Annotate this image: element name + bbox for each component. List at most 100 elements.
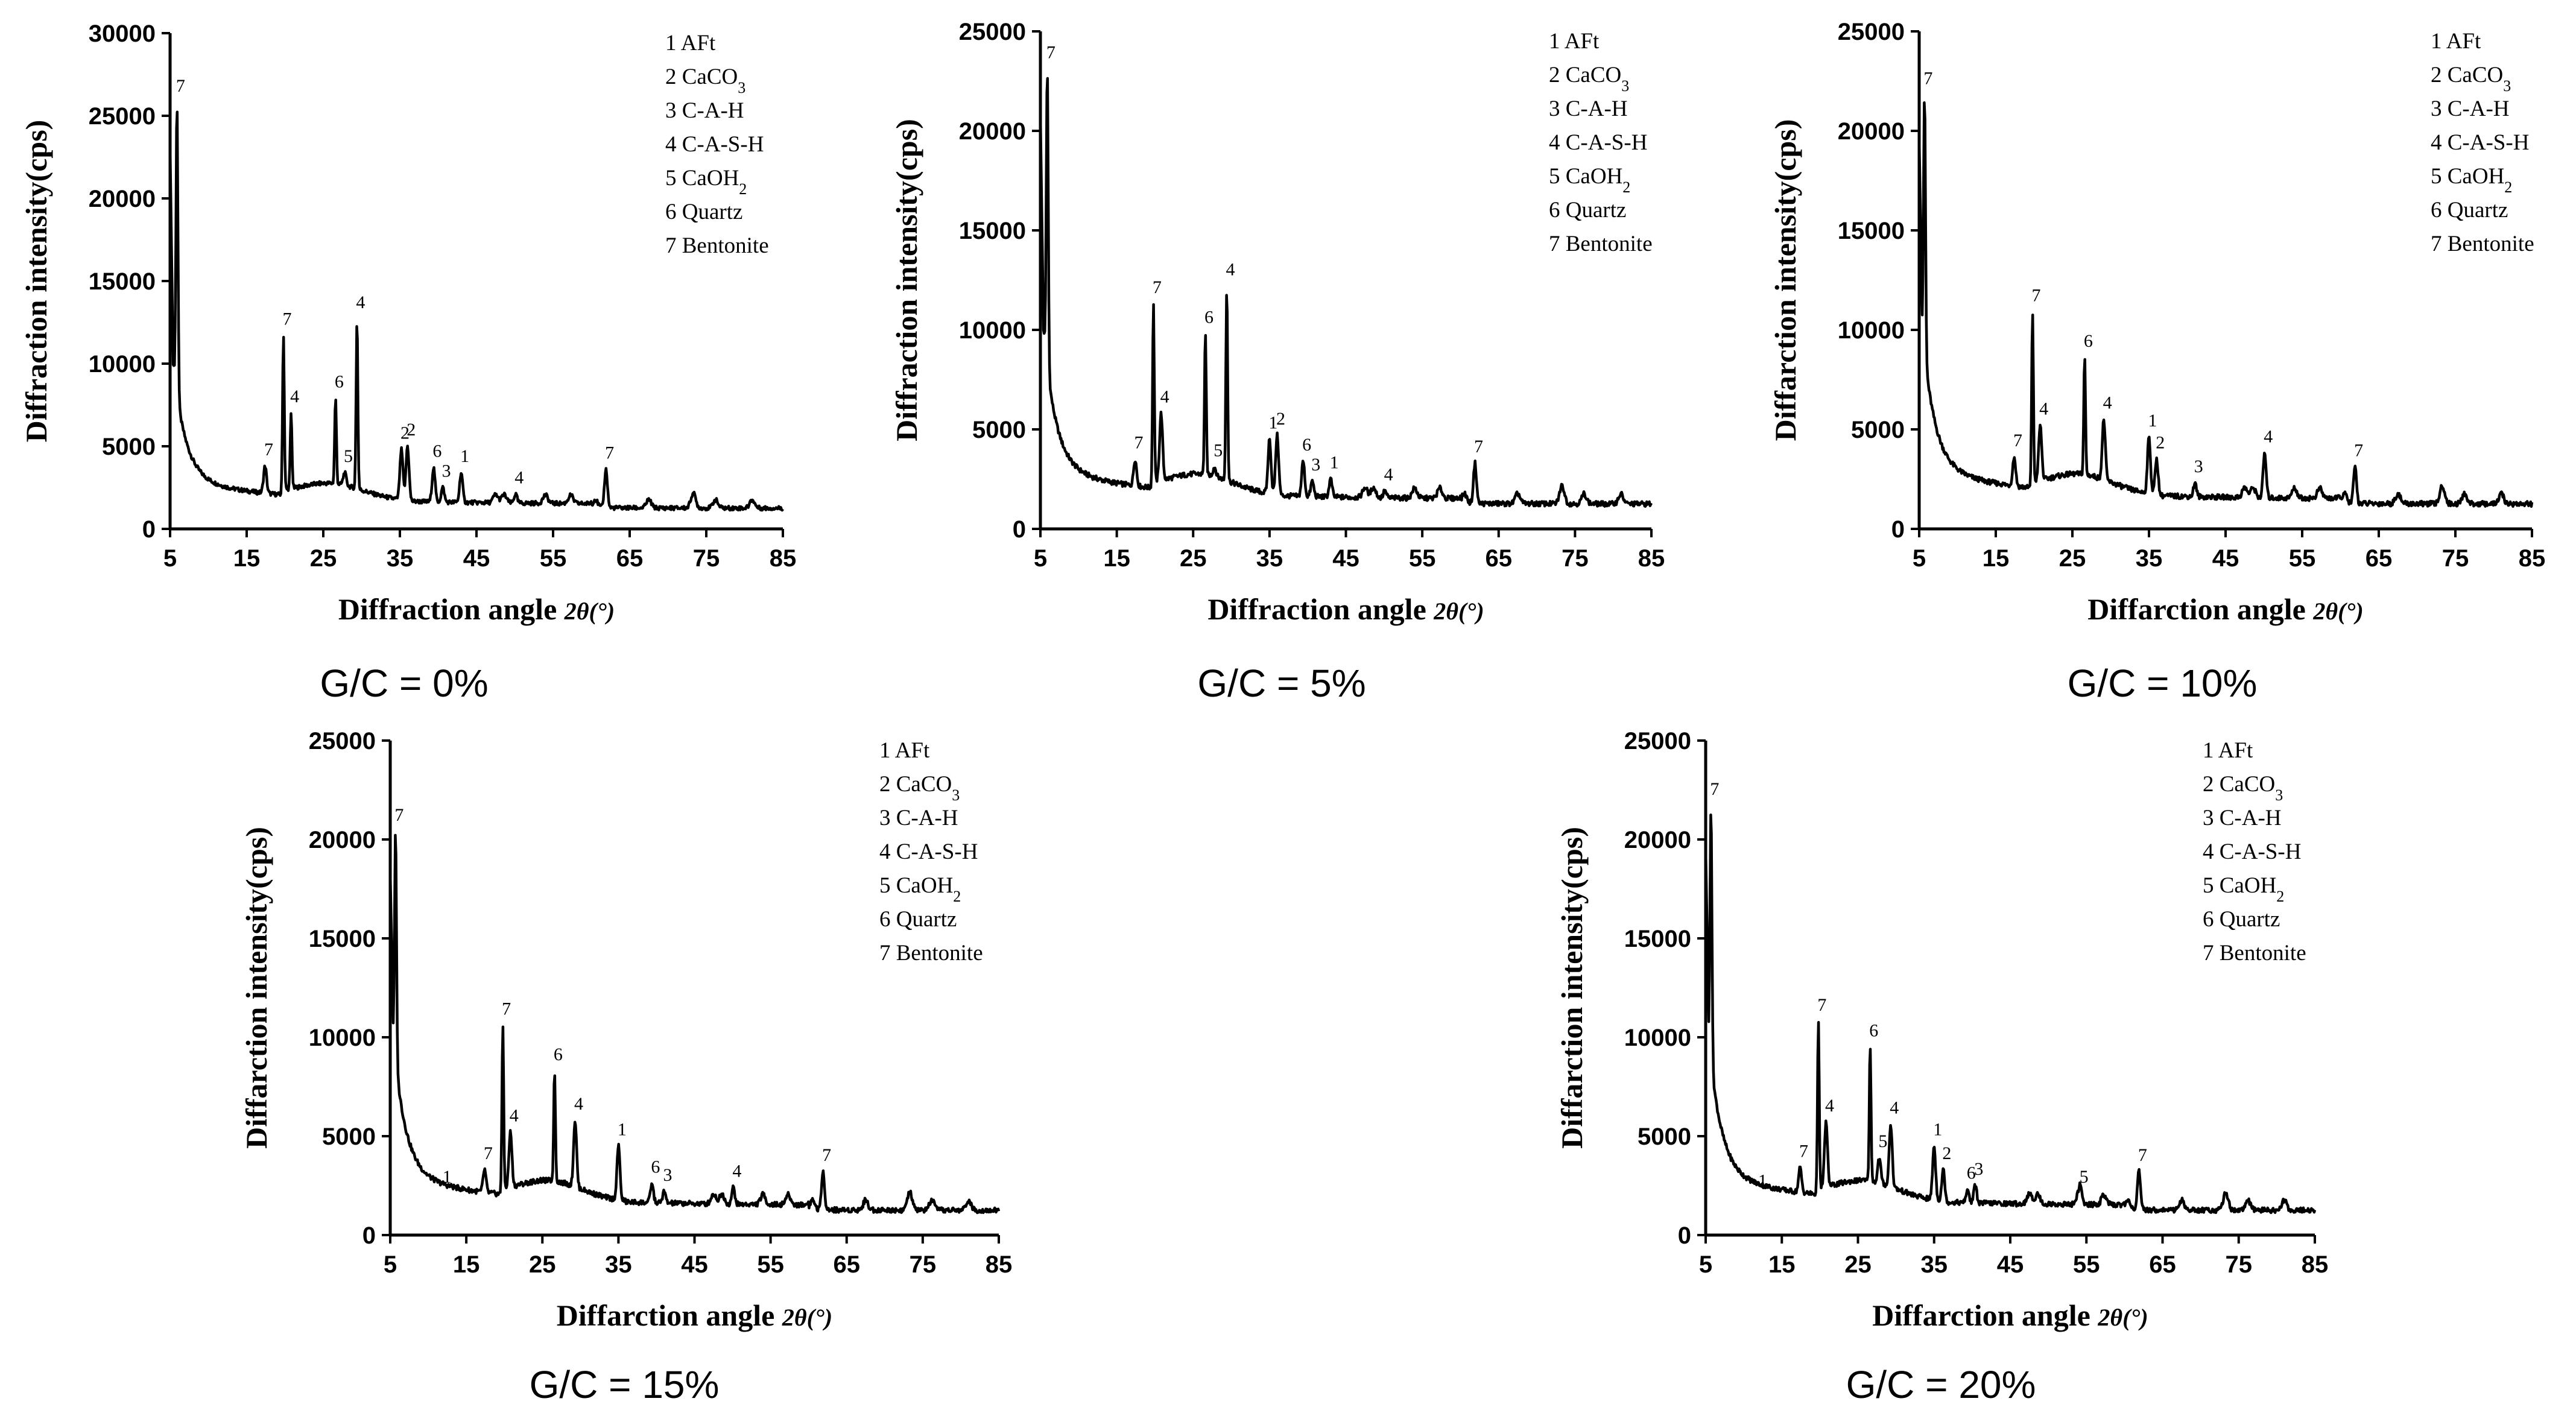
peak-label: 7 (1046, 43, 1055, 63)
y-tick-label: 20000 (309, 827, 376, 853)
peak-label: 7 (176, 76, 185, 96)
legend-entry: 6 Quartz (1549, 198, 1626, 223)
x-tick-label: 55 (1409, 545, 1436, 572)
peak-label: 4 (1226, 259, 1235, 279)
y-tick-label: 5000 (102, 434, 156, 460)
y-tick-label: 0 (1678, 1222, 1691, 1249)
x-tick-label: 75 (2226, 1251, 2253, 1278)
x-tick-label: 45 (2212, 545, 2239, 572)
legend-entry: 7 Bentonite (1549, 232, 1653, 256)
x-tick-label: 55 (2073, 1251, 2100, 1278)
peak-label: 2 (407, 420, 416, 440)
legend-entry: 5 CaOH2 (1549, 164, 1630, 196)
peak-label: 7 (484, 1143, 493, 1163)
x-tick-label: 75 (1562, 545, 1589, 572)
peak-label: 4 (1384, 464, 1393, 484)
legend-entry: 5 CaOH2 (665, 166, 747, 198)
peak-label: 4 (1160, 387, 1169, 407)
peak-label: 7 (502, 999, 511, 1019)
x-axis-title: Diffarction angle 2θ(°) (2087, 592, 2363, 626)
x-tick-label: 15 (453, 1251, 480, 1278)
x-tick-label: 55 (540, 545, 567, 572)
legend-entry: 3 C-A-H (1549, 96, 1628, 121)
y-tick-label: 10000 (959, 317, 1026, 344)
x-tick-label: 45 (681, 1251, 708, 1278)
legend-entry: 3 C-A-H (2431, 96, 2510, 121)
y-tick-label: 15000 (309, 926, 376, 952)
peak-label: 4 (1825, 1096, 1834, 1116)
panel-caption: G/C = 15% (530, 1363, 720, 1406)
peak-label: 4 (514, 467, 524, 487)
legend-entry: 4 C-A-S-H (879, 839, 978, 864)
legend-entry: 4 C-A-S-H (2431, 130, 2529, 155)
peak-label: 7 (1923, 69, 1932, 89)
peak-label: 5 (1214, 441, 1223, 461)
x-tick-label: 35 (1921, 1251, 1948, 1278)
y-tick-label: 15000 (959, 218, 1026, 244)
x-tick-label: 85 (2519, 545, 2546, 572)
x-tick-label: 75 (910, 1251, 937, 1278)
peak-label: 7 (1799, 1141, 1808, 1161)
x-tick-label: 85 (1638, 545, 1665, 572)
x-tick-label: 25 (2059, 545, 2086, 572)
peak-label: 4 (510, 1105, 519, 1125)
peak-label: 3 (2194, 457, 2203, 476)
peak-label: 4 (574, 1094, 583, 1114)
legend-entry: 2 CaCO3 (665, 65, 745, 96)
panel-caption: G/C = 5% (1197, 662, 1366, 705)
y-tick-label: 20000 (89, 186, 156, 212)
x-tick-label: 5 (163, 545, 177, 572)
peak-label: 6 (432, 441, 441, 461)
y-tick-label: 0 (1891, 516, 1905, 543)
x-axis-symbol: 2θ(°) (564, 598, 615, 625)
y-tick-label: 5000 (322, 1124, 376, 1150)
x-tick-label: 85 (770, 545, 797, 572)
y-axis-title: Diffarction intensity(cps) (239, 827, 273, 1149)
y-tick-label: 25000 (959, 19, 1026, 45)
legend-entry: 7 Bentonite (2203, 941, 2306, 966)
panel-caption: G/C = 10% (2068, 662, 2258, 705)
legend-entry: 6 Quartz (2431, 198, 2508, 223)
peak-label: 1 (1330, 453, 1339, 473)
peak-label: 6 (2084, 331, 2093, 351)
peak-label: 4 (2264, 427, 2273, 447)
x-tick-label: 75 (2442, 545, 2469, 572)
y-tick-label: 25000 (1624, 728, 1691, 754)
x-tick-label: 75 (693, 545, 720, 572)
x-axis-title: Diffraction angle 2θ(°) (338, 592, 615, 626)
y-tick-label: 0 (362, 1222, 376, 1249)
peak-label: 7 (1153, 277, 1162, 297)
legend-entry: 6 Quartz (665, 200, 742, 224)
y-axis-title: Diffraction intensity(cps) (890, 119, 923, 441)
x-tick-label: 25 (1844, 1251, 1872, 1278)
peak-label: 4 (2103, 393, 2112, 413)
y-tick-label: 10000 (1624, 1025, 1691, 1051)
y-tick-label: 10000 (89, 351, 156, 378)
panel-caption: G/C = 0% (320, 662, 488, 705)
x-tick-label: 65 (1486, 545, 1513, 572)
x-tick-label: 5 (384, 1251, 397, 1278)
peak-label: 3 (1974, 1159, 1983, 1179)
legend-entry: 5 CaOH2 (2203, 873, 2284, 905)
y-axis-title: Diffraction intensity(cps) (19, 120, 53, 443)
peak-label: 1 (1758, 1171, 1767, 1191)
x-tick-label: 25 (1180, 545, 1207, 572)
y-tick-label: 0 (1013, 516, 1026, 543)
peak-label: 3 (1311, 455, 1320, 475)
y-tick-label: 30000 (89, 21, 156, 47)
x-tick-label: 25 (529, 1251, 556, 1278)
peak-label: 3 (442, 461, 451, 481)
peak-label: 7 (1817, 995, 1826, 1015)
legend-entry: 5 CaOH2 (879, 873, 961, 905)
x-tick-label: 15 (1768, 1251, 1796, 1278)
peak-label: 7 (1474, 437, 1483, 457)
y-tick-label: 15000 (1838, 218, 1905, 244)
x-tick-label: 65 (2149, 1251, 2176, 1278)
peak-label: 7 (264, 440, 273, 460)
peak-label: 6 (1869, 1020, 1878, 1040)
y-tick-label: 15000 (1624, 926, 1691, 952)
x-tick-label: 65 (834, 1251, 861, 1278)
y-tick-label: 5000 (1851, 417, 1905, 443)
y-tick-label: 25000 (89, 103, 156, 130)
panel-caption: G/C = 20% (1846, 1363, 2036, 1406)
